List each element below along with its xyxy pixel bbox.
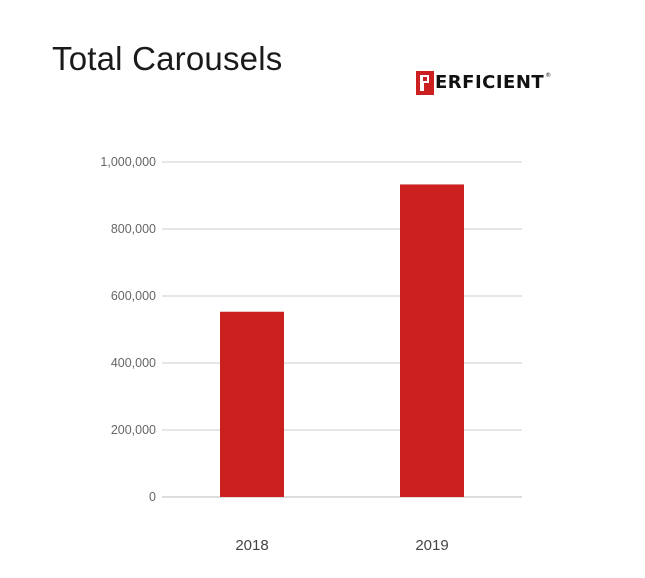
- y-tick-label: 400,000: [111, 356, 156, 370]
- y-axis-ticks: 0 200,000 400,000 600,000 800,000 1,000,000: [100, 155, 156, 504]
- bar-2019: [400, 184, 464, 497]
- logo-p-mark-icon: [416, 71, 434, 95]
- bars: [220, 184, 464, 497]
- x-tick-label: 2019: [415, 537, 448, 554]
- logo-trademark: ®: [545, 72, 552, 79]
- y-tick-label: 600,000: [111, 289, 156, 303]
- y-tick-label: 800,000: [111, 222, 156, 236]
- y-tick-label: 200,000: [111, 423, 156, 437]
- x-axis-labels: 2018 2019: [235, 537, 448, 554]
- chart-title: Total Carousels: [52, 40, 283, 77]
- logo-wordmark: ERFICIENT: [435, 72, 545, 93]
- y-tick-label: 1,000,000: [100, 155, 156, 169]
- x-tick-label: 2018: [235, 537, 268, 554]
- gridlines: [162, 161, 522, 498]
- y-tick-label: 0: [149, 490, 156, 504]
- bar-2018: [220, 311, 284, 497]
- perficient-logo: ERFICIENT ®: [416, 70, 551, 96]
